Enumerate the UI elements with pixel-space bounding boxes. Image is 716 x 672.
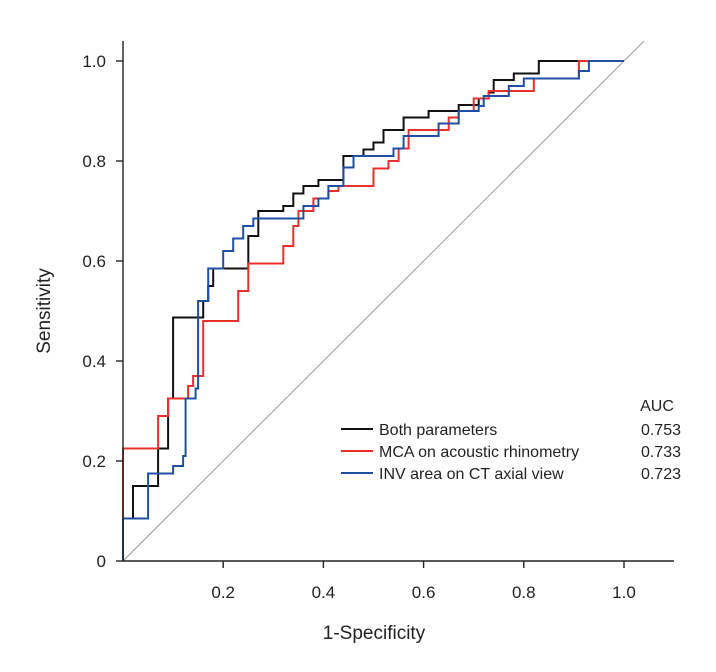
x-tick-label: 0.8 bbox=[512, 583, 536, 602]
x-axis-title: 1-Specificity bbox=[323, 623, 426, 644]
x-tick-label: 0.2 bbox=[211, 583, 235, 602]
y-tick-label: 0.2 bbox=[82, 452, 106, 471]
x-tick-label: 0.4 bbox=[312, 583, 336, 602]
legend-auc-series-0: 0.753 bbox=[641, 422, 681, 439]
plot-area bbox=[122, 40, 645, 562]
x-tick-label: 1.0 bbox=[612, 583, 636, 602]
legend: AUC Both parameters 0.753 MCA on acoustic r… bbox=[341, 398, 681, 483]
x-tick-label: 0.6 bbox=[412, 583, 436, 602]
legend-auc-series-1: 0.733 bbox=[641, 444, 681, 461]
legend-label-series-0: Both parameters bbox=[379, 422, 497, 439]
legend-auc-header: AUC bbox=[640, 398, 674, 415]
y-axis-title: Sensitivity bbox=[34, 268, 55, 354]
reference-diagonal-line bbox=[122, 40, 645, 562]
legend-label-series-1: MCA on acoustic rhinometry bbox=[379, 444, 579, 461]
y-tick-label: 0.6 bbox=[82, 252, 106, 271]
legend-auc-series-2: 0.723 bbox=[641, 466, 681, 483]
y-tick-label: 0 bbox=[97, 552, 106, 571]
y-tick-label: 1.0 bbox=[82, 52, 106, 71]
y-tick-label: 0.8 bbox=[82, 152, 106, 171]
axes: 0.2 0.4 0.6 0.8 1.0 0 0.2 0.4 0.6 0.8 1.0 bbox=[82, 41, 675, 602]
roc-line-series-2 bbox=[122, 60, 624, 561]
legend-label-series-2: INV area on CT axial view bbox=[379, 466, 564, 483]
y-tick-label: 0.4 bbox=[82, 352, 106, 371]
